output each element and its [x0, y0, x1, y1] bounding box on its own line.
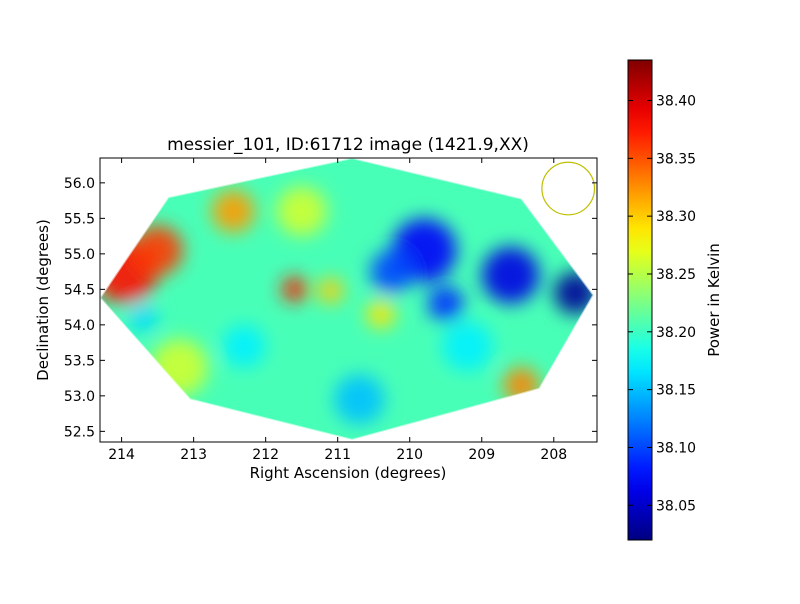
- y-tick-label: 56.0: [64, 176, 95, 192]
- heatmap-feature: [427, 285, 464, 322]
- heatmap-feature: [281, 276, 308, 303]
- colorbar-tick-label: 38.25: [656, 267, 696, 283]
- x-tick-label: 211: [324, 447, 351, 463]
- y-tick-label: 54.5: [64, 282, 95, 298]
- y-tick-label: 53.0: [64, 389, 95, 405]
- colorbar-tick-label: 38.30: [656, 209, 696, 225]
- y-tick-label: 53.5: [64, 353, 95, 369]
- plot-frame: [99, 157, 598, 443]
- heatmap-feature: [132, 225, 183, 276]
- colorbar-gradient: [627, 59, 653, 541]
- heatmap-features: [100, 186, 594, 425]
- colorbar-tick-label: 38.40: [656, 93, 696, 109]
- x-axis-label: Right Ascension (degrees): [250, 464, 447, 482]
- x-tick-label: 214: [108, 447, 135, 463]
- beam-circle: [541, 161, 596, 216]
- heatmap-feature: [334, 374, 385, 425]
- colorbar-tick-label: 38.20: [656, 325, 696, 341]
- x-tick-label: 208: [540, 447, 567, 463]
- colorbar-tick-label: 38.35: [656, 151, 696, 167]
- heatmap-feature: [503, 367, 540, 404]
- colorbar-tick-label: 38.05: [656, 498, 696, 514]
- y-tick-label: 55.0: [64, 247, 95, 263]
- y-axis-label: Declination (degrees): [34, 219, 52, 381]
- heatmap-feature: [150, 339, 209, 396]
- beam-circle-layer: [541, 161, 596, 216]
- heatmap-feature: [366, 300, 396, 329]
- y-tick-label: 52.5: [64, 424, 95, 440]
- x-tick-label: 210: [396, 447, 423, 463]
- colorbar-tick-label: 38.10: [656, 440, 696, 456]
- y-tick-label: 54.0: [64, 318, 95, 334]
- y-axis: 52.5 53.0 53.5 54.0 54.5 55.0 55.5 56.0: [64, 176, 597, 440]
- heatmap-feature: [276, 186, 327, 237]
- chart-title: messier_101, ID:61712 image (1421.9,XX): [167, 135, 529, 155]
- heatmap-image: [100, 158, 594, 440]
- heatmap-feature: [128, 303, 158, 332]
- x-tick-label: 212: [252, 447, 279, 463]
- colorbar: 38.05 38.10 38.15 38.20 38.25 38.30 38.35 38.40: [627, 59, 696, 541]
- heatmap-feature: [370, 250, 414, 293]
- x-tick-label: 209: [468, 447, 495, 463]
- heatmap-clip-group: [100, 158, 594, 440]
- x-axis: 214 213 212 211 210 209 208: [108, 158, 567, 463]
- heatmap-feature: [211, 189, 255, 233]
- x-tick-label: 213: [180, 447, 207, 463]
- colorbar-label: Power in Kelvin: [705, 243, 723, 357]
- y-tick-label: 55.5: [64, 211, 95, 227]
- heatmap-feature: [317, 277, 344, 304]
- heatmap-feature: [481, 246, 540, 304]
- heatmap-feature: [442, 321, 493, 371]
- colorbar-tick-label: 38.15: [656, 383, 696, 399]
- heatmap-feature: [222, 324, 266, 368]
- heatmap-feature: [553, 271, 594, 315]
